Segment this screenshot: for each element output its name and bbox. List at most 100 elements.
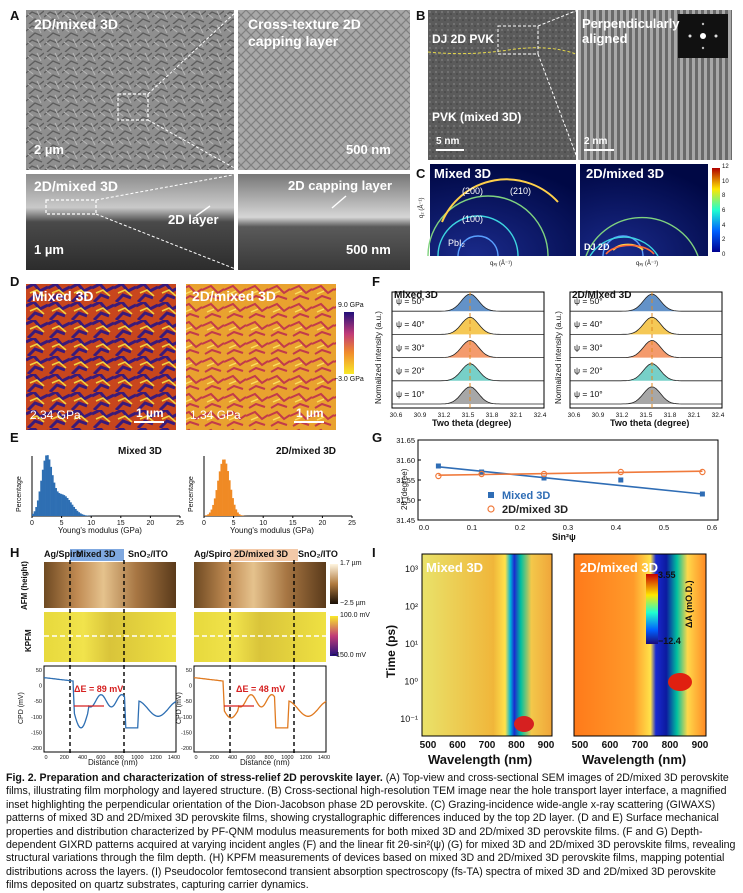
strain-fit-mixed: [438, 467, 702, 494]
gixrd-xtick-label: 32.4: [534, 412, 547, 419]
strain-ylabel: 2θ (degree): [400, 469, 409, 510]
cpd-xtick-label: 0: [194, 755, 197, 761]
fsta-xtick-label: 500: [420, 740, 437, 751]
strain-legend-mixed: Mixed 3D: [502, 490, 550, 502]
cpd-xtick-label: 1400: [168, 755, 180, 761]
strain-xtick-label: 0.2: [515, 523, 525, 532]
fsta-xtick-label: 800: [508, 740, 525, 751]
giwaxs-cb-tick: 4: [722, 223, 725, 229]
giwaxs-cb-tick: 8: [722, 193, 725, 199]
fsta-ylabel: Time (ps): [384, 625, 398, 678]
kpfm-left-h1: Mixed 3D: [76, 549, 116, 559]
panel-letter-i: I: [372, 545, 376, 560]
gixrd-psi-label: ψ = 20°: [574, 366, 603, 376]
panel-c: Mixed 3D 2D/mixed 3D (200) (210) (100) P…: [418, 162, 736, 270]
panel-b: DJ 2D PVK PVK (mixed 3D) 5 nm Perpendicu…: [428, 10, 732, 160]
cpd-left-ylabel: CPD (mV): [18, 692, 25, 724]
kpfm-right-h2: SnO₂/ITO: [298, 549, 338, 559]
hist-right-xlabel: Young's modulus (GPa): [230, 526, 314, 535]
hist-xtick-label: 0: [202, 520, 206, 527]
hist-xtick-label: 20: [319, 520, 327, 527]
gixrd-xtick-label: 30.6: [390, 412, 403, 419]
afm-row-label: AFM (height): [20, 561, 29, 610]
fsta-cb-bottom: −12.4: [658, 636, 681, 646]
fsta-xtick-label: 600: [602, 740, 619, 751]
tem-scale-left: 5 nm: [436, 136, 459, 147]
strain-xtick-label: 0.1: [467, 523, 477, 532]
cpd-right-delta: ΔE = 48 mV: [236, 684, 285, 694]
giwaxs-colorbar: [712, 168, 720, 252]
hist-right-title: 2D/mixed 3D: [276, 446, 336, 457]
gixrd-psi-label: ψ = 10°: [574, 389, 603, 399]
fsta-xtick-label: 500: [572, 740, 589, 751]
modulus-cb-bottom: −3.0 GPa: [334, 376, 364, 383]
strain-xtick-label: 0.4: [611, 523, 621, 532]
cpd-ytick-label: -100: [31, 715, 42, 721]
kpfm-left-map: [44, 612, 176, 662]
modulus-left-title: Mixed 3D: [32, 288, 93, 304]
fsta-left-map: [422, 554, 552, 736]
strain-point-mixed: [618, 478, 623, 483]
afm-cb-bottom: −2.5 µm: [340, 600, 366, 607]
giwaxs-200: (200): [462, 186, 483, 196]
gixrd-right-xlabel: Two theta (degree): [610, 418, 689, 428]
modulus-right-value: 1.34 GPa: [190, 408, 241, 422]
modulus-cb-top: 9.0 GPa: [338, 302, 364, 309]
fsta-ytick-label: 10¹: [405, 639, 418, 649]
giwaxs-right-title: 2D/mixed 3D: [586, 166, 664, 181]
cpd-xtick-label: 1200: [150, 755, 162, 761]
gixrd-xtick-label: 32.1: [510, 412, 523, 419]
cpd-frame: [194, 666, 326, 752]
gixrd-xtick-label: 32.4: [712, 412, 725, 419]
cpd-ytick-label: -150: [181, 730, 192, 736]
hist-right-ylabel: Percentage: [188, 476, 195, 512]
fsta-cb-label: ΔA (mO.D.): [684, 580, 694, 628]
strain-point-mixed: [436, 464, 441, 469]
strain-xtick-label: 0.5: [659, 523, 669, 532]
cpd-xtick-label: 0: [44, 755, 47, 761]
giwaxs-left-title: Mixed 3D: [434, 166, 491, 181]
figure-caption: Fig. 2. Preparation and characterization…: [6, 772, 736, 893]
gixrd-psi-label: ψ = 20°: [396, 366, 425, 376]
gixrd-left-title: Mixed 3D: [394, 290, 438, 301]
strain-ytick-label: 31.45: [396, 516, 415, 525]
sem-tl-scale: 2 µm: [34, 142, 64, 157]
cpd-xtick-label: 200: [60, 755, 69, 761]
sem-bl-label: 2D layer: [168, 212, 219, 227]
tem-scale-right: 2 nm: [584, 136, 607, 147]
kpfm-right-map: [194, 612, 326, 662]
fsta-xtick-label: 600: [449, 740, 466, 751]
sem-br-scale: 500 nm: [346, 242, 391, 257]
gixrd-xtick-label: 32.1: [688, 412, 701, 419]
modulus-left-value: 2.34 GPa: [30, 408, 81, 422]
cpd-left-delta: ΔE = 89 mV: [74, 684, 123, 694]
fsta-xtick-label: 900: [538, 740, 555, 751]
strain-fit-twod: [438, 471, 702, 475]
gixrd-psi-label: ψ = 40°: [396, 319, 425, 329]
cpd-xtick-label: 200: [210, 755, 219, 761]
kpfm-cb-top: 100.0 mV: [340, 612, 370, 619]
afm-left-map: [44, 562, 176, 608]
fsta-colorbar: [646, 574, 658, 644]
kpfm-right-h1: 2D/mixed 3D: [234, 549, 288, 559]
cpd-ytick-label: -150: [31, 730, 42, 736]
strain-legend-2d: 2D/mixed 3D: [502, 504, 568, 516]
hist-xtick-label: 25: [348, 520, 356, 527]
strain-xtick-label: 0.0: [419, 523, 429, 532]
panel-letter-a: A: [10, 8, 19, 23]
cpd-xtick-label: 400: [228, 755, 237, 761]
cpd-ytick-label: -50: [34, 699, 42, 705]
modulus-colorbar: [344, 312, 354, 374]
fsta-ytick-label: 10⁰: [404, 677, 418, 687]
giwaxs-cb-tick: 2: [722, 237, 725, 243]
giwaxs-xlabel-right: qₓᵧ (Å⁻¹): [636, 260, 658, 267]
afm-cb-top: 1.7 µm: [340, 560, 362, 567]
afm-right-map: [194, 562, 326, 608]
giwaxs-cb-tick: 12: [722, 164, 729, 170]
panel-d: Mixed 3D 2.34 GPa 1 µm 2D/mixed 3D 1.34 …: [26, 284, 356, 430]
strain-ytick-label: 31.60: [396, 456, 415, 465]
tem-right-title: Perpendicularly aligned: [582, 16, 678, 46]
cpd-frame: [44, 666, 176, 752]
